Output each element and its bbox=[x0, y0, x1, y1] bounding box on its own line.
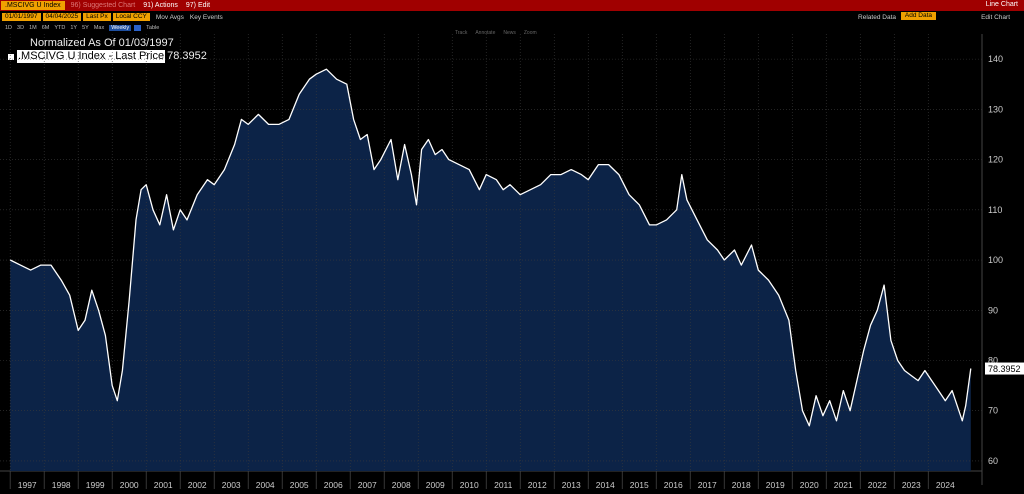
x-tick-label-2003: 2003 bbox=[222, 480, 241, 490]
currency-select[interactable]: Local CCY bbox=[112, 13, 150, 21]
suggested-chart-menu[interactable]: 96) Suggested Chart bbox=[70, 2, 136, 9]
period-button-6m[interactable]: 6M bbox=[41, 24, 50, 31]
x-tick-label-2009: 2009 bbox=[426, 480, 445, 490]
table-toggle-icon[interactable] bbox=[134, 24, 142, 31]
x-tick-label-2006: 2006 bbox=[324, 480, 343, 490]
start-date-field[interactable]: 01/01/1997 bbox=[2, 13, 41, 21]
period-button-1d[interactable]: 1D bbox=[5, 24, 13, 31]
top-toolbar: .MSCIVG U Index 96) Suggested Chart 91) … bbox=[0, 0, 1024, 11]
x-tick-label-2002: 2002 bbox=[188, 480, 207, 490]
x-tick-label-2001: 2001 bbox=[154, 480, 173, 490]
chart-type-title: Line Chart bbox=[985, 1, 1018, 8]
period-button-3d[interactable]: 3D bbox=[17, 24, 25, 31]
period-button-5y[interactable]: 5Y bbox=[82, 24, 89, 31]
x-tick-label-2004: 2004 bbox=[256, 480, 275, 490]
x-tick-label-1997: 1997 bbox=[18, 480, 37, 490]
ticker-field[interactable]: .MSCIVG U Index bbox=[1, 1, 65, 10]
series-last-value: 78.3952 bbox=[167, 50, 207, 62]
x-tick-label-2005: 2005 bbox=[290, 480, 309, 490]
x-tick-label-2020: 2020 bbox=[800, 480, 819, 490]
x-tick-label-2014: 2014 bbox=[596, 480, 615, 490]
y-tick-label-140: 140 bbox=[988, 54, 1003, 64]
x-tick-label-2000: 2000 bbox=[120, 480, 139, 490]
series-line bbox=[9, 68, 972, 427]
mini-tool-track[interactable]: Track bbox=[455, 30, 468, 36]
normalized-note: Normalized As Of 01/03/1997 bbox=[30, 37, 174, 49]
x-tick-label-2007: 2007 bbox=[358, 480, 377, 490]
last-value-box bbox=[985, 362, 1024, 375]
y-tick-label-80: 80 bbox=[988, 355, 998, 365]
x-tick-label-1998: 1998 bbox=[52, 480, 71, 490]
chart-legend: Normalized As Of 01/03/1997 .MSCIVG U In… bbox=[8, 37, 207, 63]
y-tick-label-120: 120 bbox=[988, 155, 1003, 165]
y-tick-label-130: 130 bbox=[988, 104, 1003, 114]
table-button[interactable]: Table bbox=[146, 24, 160, 31]
series-label[interactable]: .MSCIVG U Index - Last Price bbox=[17, 50, 166, 63]
mini-tool-zoom[interactable]: Zoom bbox=[523, 30, 537, 36]
period-button-1y[interactable]: 1Y bbox=[70, 24, 78, 31]
x-tick-label-2024: 2024 bbox=[936, 480, 955, 490]
frequency-select[interactable]: Weekly bbox=[109, 24, 132, 31]
chart-mini-tools: Track Annotate News Zoom bbox=[455, 30, 537, 36]
x-tick-label-2022: 2022 bbox=[868, 480, 887, 490]
mini-tool-annotate[interactable]: Annotate bbox=[475, 30, 496, 36]
mov-avgs-button[interactable]: Mov Avgs bbox=[155, 13, 184, 21]
y-tick-label-110: 110 bbox=[988, 205, 1002, 215]
add-data-button[interactable]: Add Data bbox=[900, 12, 936, 20]
chart-settings-toolbar: 01/01/1997 04/04/2025 Last Px Local CCY … bbox=[0, 12, 1024, 22]
x-tick-label-2012: 2012 bbox=[528, 480, 547, 490]
x-tick-label-2016: 2016 bbox=[664, 480, 683, 490]
y-tick-label-70: 70 bbox=[988, 406, 998, 416]
period-toolbar: 1D 3D 1M 6M YTD 1Y 5Y Max Weekly Table bbox=[0, 23, 1024, 32]
series-area-fill bbox=[10, 69, 971, 471]
y-tick-label-100: 100 bbox=[988, 255, 1003, 265]
x-tick-label-2019: 2019 bbox=[766, 480, 785, 490]
period-button-1m[interactable]: 1M bbox=[29, 24, 37, 31]
edit-menu[interactable]: 97) Edit bbox=[185, 2, 211, 9]
end-date-field[interactable]: 04/04/2025 bbox=[42, 13, 82, 21]
x-tick-label-2013: 2013 bbox=[562, 480, 581, 490]
last-value-label: 78.3952 bbox=[988, 364, 1021, 374]
x-tick-label-2023: 2023 bbox=[902, 480, 921, 490]
x-tick-label-2015: 2015 bbox=[630, 480, 649, 490]
x-tick-label-2018: 2018 bbox=[732, 480, 751, 490]
edit-chart-button[interactable]: Edit Chart bbox=[981, 13, 1010, 21]
series-swatch bbox=[8, 53, 14, 60]
x-tick-label-2021: 2021 bbox=[834, 480, 853, 490]
y-tick-label-60: 60 bbox=[988, 456, 998, 466]
x-tick-label-2010: 2010 bbox=[460, 480, 479, 490]
price-field-select[interactable]: Last Px bbox=[83, 13, 111, 21]
related-data-button[interactable]: Related Data bbox=[858, 13, 896, 21]
x-tick-label-1999: 1999 bbox=[86, 480, 105, 490]
x-tick-label-2008: 2008 bbox=[392, 480, 411, 490]
x-tick-label-2017: 2017 bbox=[698, 480, 717, 490]
key-events-button[interactable]: Key Events bbox=[189, 13, 223, 21]
period-button-max[interactable]: Max bbox=[93, 24, 105, 31]
period-button-ytd[interactable]: YTD bbox=[54, 24, 66, 31]
x-tick-label-2011: 2011 bbox=[494, 480, 513, 490]
actions-menu[interactable]: 91) Actions bbox=[143, 2, 178, 9]
mini-tool-news[interactable]: News bbox=[503, 30, 516, 36]
y-tick-label-90: 90 bbox=[988, 305, 998, 315]
